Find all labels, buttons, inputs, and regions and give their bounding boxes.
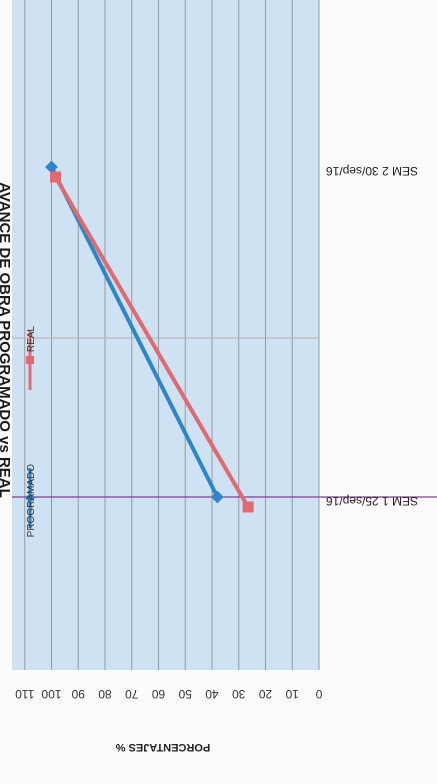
series-lines xyxy=(49,165,251,509)
y-tick-label-20: 20 xyxy=(259,687,273,701)
y-axis-title: PORCENTAJES % xyxy=(116,741,211,753)
y-tick-label-110: 110 xyxy=(15,687,34,701)
category-labels: SEM 1 25/sep/16 SEM 2 30/sep/16 xyxy=(326,164,418,508)
series-markers xyxy=(45,160,254,513)
series-line-real xyxy=(53,175,251,509)
legend-label-programado: PROGRAMADO xyxy=(26,464,37,538)
plot-area xyxy=(12,0,319,670)
legend-marker-real xyxy=(26,356,34,364)
y-tick-label-10: 10 xyxy=(285,687,299,701)
marker-programado-2 xyxy=(45,160,58,174)
series-line-programado xyxy=(49,165,220,499)
chart-title: AVANCE DE OBRA PROGRAMADO vs REAL xyxy=(0,182,13,498)
y-tick-label-30: 30 xyxy=(232,687,246,701)
category-label-2: SEM 2 30/sep/16 xyxy=(326,164,418,178)
gridlines xyxy=(24,0,320,670)
y-tick-label-0: 0 xyxy=(315,687,322,701)
marker-programado-1 xyxy=(210,490,224,504)
marker-real-1 xyxy=(242,501,254,513)
y-tick-label-100: 100 xyxy=(41,687,61,701)
category-label-1: SEM 1 25/sep/16 xyxy=(326,494,418,508)
y-tick-label-80: 80 xyxy=(98,687,112,701)
y-tick-label-50: 50 xyxy=(178,687,192,701)
y-tick-label-40: 40 xyxy=(205,687,219,701)
legend: PROGRAMADO REAL xyxy=(25,326,37,538)
y-tick-label-70: 70 xyxy=(125,687,139,701)
legend-label-real: REAL xyxy=(26,326,37,353)
y-tick-labels: 0 10 20 30 40 50 60 70 80 90 100 110 xyxy=(15,687,322,701)
y-tick-label-90: 90 xyxy=(71,687,85,701)
marker-real-2 xyxy=(50,171,61,183)
y-tick-label-60: 60 xyxy=(152,687,166,701)
